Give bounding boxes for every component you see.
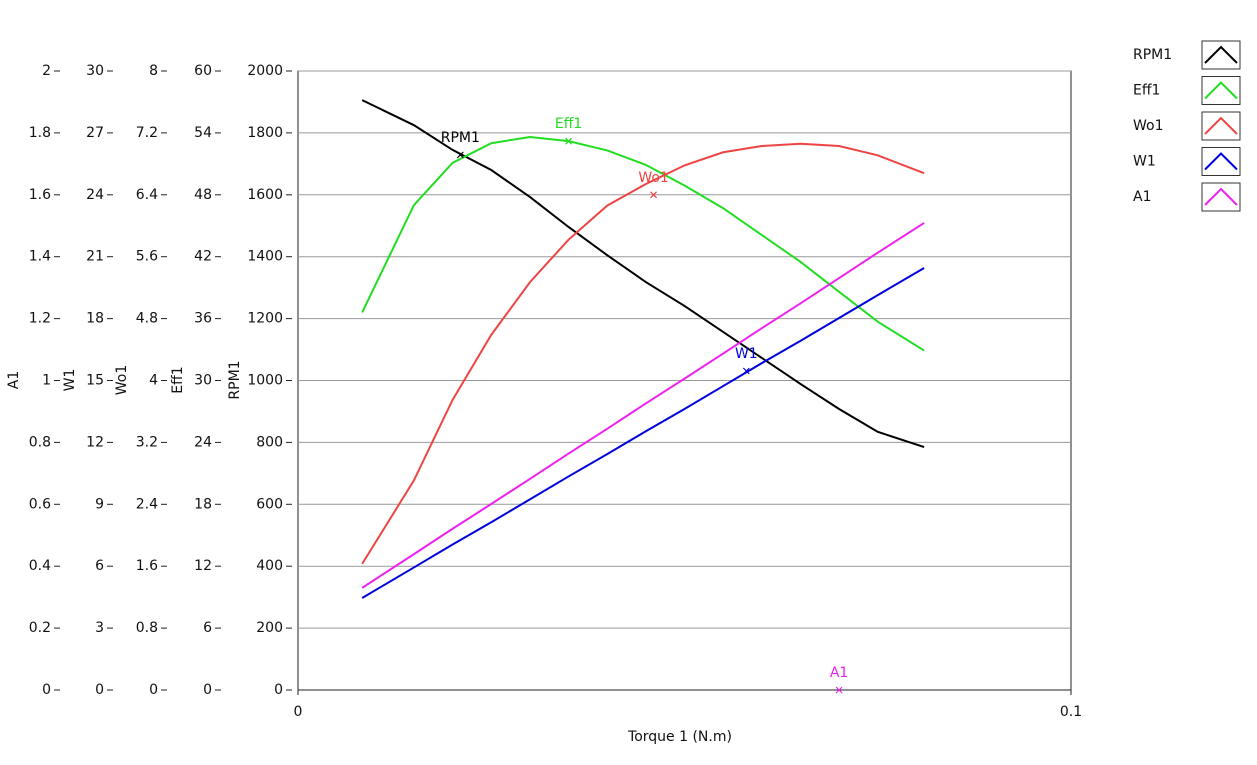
y-tick-label: 1.4 [29, 249, 51, 265]
y-tick-label: 3 [95, 620, 104, 636]
y-tick-label: 6.4 [136, 187, 158, 203]
cursor-label: Eff1 [555, 116, 582, 132]
y-tick-label: 60 [194, 63, 212, 79]
y-tick-label: 6 [203, 620, 212, 636]
legend-box [1201, 76, 1241, 105]
cursor-marker [565, 137, 572, 145]
cursor-label: W1 [735, 346, 758, 362]
cursor-marker [650, 191, 658, 199]
y-axis-title: RPM1 [227, 360, 243, 399]
series-line [361, 222, 925, 589]
legend-box [1201, 147, 1241, 176]
y-tick-label: 1 [42, 373, 51, 389]
y-tick-label: 0.4 [29, 558, 51, 574]
y-tick-label: 0 [274, 682, 283, 698]
y-tick-label: 42 [194, 249, 212, 265]
y-tick-label: 18 [86, 311, 104, 327]
y-tick-label: 48 [194, 187, 212, 203]
y-tick-label: 15 [86, 373, 104, 389]
y-tick-label: 2.4 [136, 496, 158, 512]
y-tick-label: 27 [86, 125, 104, 141]
x-tick-label: 0.1 [1060, 704, 1082, 720]
y-tick-label: 400 [256, 558, 283, 574]
y-tick-label: 24 [86, 187, 104, 203]
y-tick-label: 7.2 [136, 125, 158, 141]
y-tick-label: 0 [203, 682, 212, 698]
legend-box [1201, 111, 1241, 141]
y-tick-label: 54 [194, 125, 212, 141]
y-tick-label: 4.8 [136, 311, 158, 327]
y-tick-label: 0 [149, 682, 158, 698]
y-tick-label: 3.2 [136, 434, 158, 450]
cursor-label: A1 [830, 665, 848, 681]
y-tick-label: 30 [86, 63, 104, 79]
series-line [361, 136, 925, 352]
y-tick-label: 9 [95, 496, 104, 512]
legend-box [1201, 40, 1241, 70]
y-tick-label: 1.6 [29, 187, 51, 203]
legend-label: W1 [1133, 154, 1156, 170]
series-line [361, 99, 925, 448]
y-tick-label: 1000 [247, 373, 283, 389]
legend-swatch [1204, 116, 1238, 135]
y-axis-title: Wo1 [114, 365, 130, 396]
y-tick-label: 4 [149, 373, 158, 389]
legend-label: Eff1 [1133, 83, 1160, 99]
x-axis-title: Torque 1 (N.m) [627, 729, 732, 745]
y-tick-label: 1.6 [136, 558, 158, 574]
y-tick-label: 200 [256, 620, 283, 636]
y-tick-label: 0.2 [29, 620, 51, 636]
y-tick-label: 36 [194, 311, 212, 327]
y-tick-label: 1800 [247, 125, 283, 141]
y-tick-label: 800 [256, 434, 283, 450]
y-tick-label: 1.8 [29, 125, 51, 141]
y-tick-label: 0 [95, 682, 104, 698]
y-tick-label: 8 [149, 63, 158, 79]
legend-swatch [1204, 152, 1238, 171]
y-tick-label: 24 [194, 434, 212, 450]
y-tick-label: 12 [194, 558, 212, 574]
y-axis-title: Eff1 [170, 366, 186, 393]
cursor-label: RPM1 [441, 130, 480, 146]
y-tick-label: 12 [86, 434, 104, 450]
series-line [361, 142, 925, 565]
legend-box [1201, 182, 1241, 212]
y-tick-label: 30 [194, 373, 212, 389]
series-line [361, 267, 925, 599]
y-tick-label: 0.6 [29, 496, 51, 512]
y-tick-label: 5.6 [136, 249, 158, 265]
y-tick-label: 18 [194, 496, 212, 512]
legend-swatch [1204, 187, 1238, 206]
y-axis-title: W1 [62, 369, 78, 392]
y-tick-label: 2 [42, 63, 51, 79]
cursor-label: Wo1 [638, 170, 669, 186]
cursor-marker [835, 686, 843, 694]
cursor-marker [456, 151, 464, 159]
y-tick-label: 2000 [247, 63, 283, 79]
y-tick-label: 1400 [247, 249, 283, 265]
y-tick-label: 0 [42, 682, 51, 698]
y-tick-label: 6 [95, 558, 104, 574]
y-tick-label: 1.2 [29, 311, 51, 327]
legend-label: A1 [1133, 189, 1151, 205]
legend-label: Wo1 [1133, 118, 1164, 134]
y-tick-label: 600 [256, 496, 283, 512]
y-tick-label: 1200 [247, 311, 283, 327]
legend-swatch [1204, 81, 1238, 100]
cursor-marker [742, 367, 750, 375]
y-axis-title: A1 [6, 371, 22, 389]
y-tick-label: 0.8 [29, 434, 51, 450]
x-tick-label: 0 [294, 704, 303, 720]
y-tick-label: 21 [86, 249, 104, 265]
y-tick-label: 0.8 [136, 620, 158, 636]
y-tick-label: 1600 [247, 187, 283, 203]
legend-label: RPM1 [1133, 47, 1172, 63]
legend-swatch [1204, 45, 1238, 64]
